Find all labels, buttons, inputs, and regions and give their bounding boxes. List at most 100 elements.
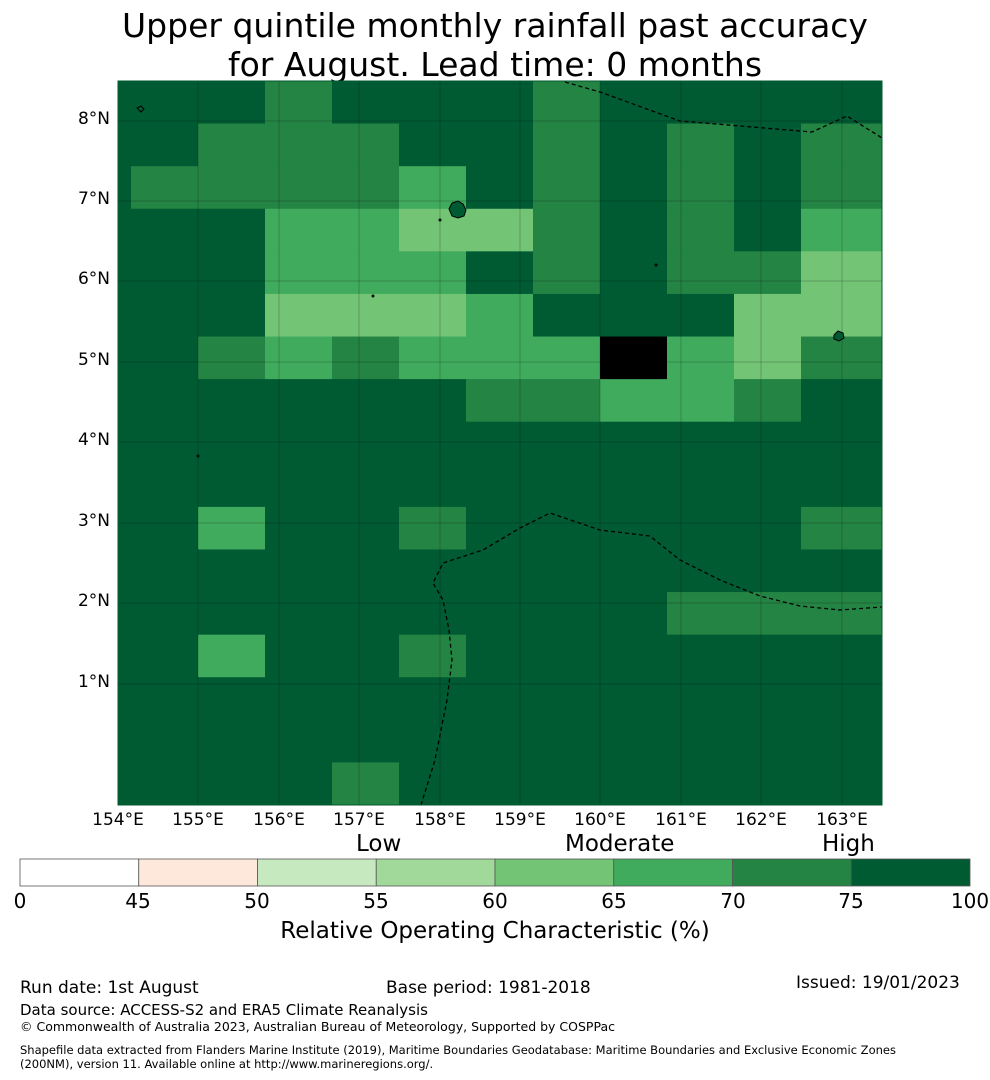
map-grid-cell	[801, 251, 883, 295]
colorbar-tick-0: 0	[13, 889, 27, 913]
map-grid-cell	[667, 81, 735, 125]
island-dot-3	[654, 263, 658, 267]
eez-boundary-south-west	[420, 512, 883, 806]
map-grid-cell	[118, 251, 132, 295]
map-grid-cell	[198, 166, 266, 210]
map-grid-cell	[118, 549, 132, 593]
map-grid-cell	[332, 208, 400, 252]
map-grid-cell	[265, 123, 333, 167]
map-grid-cell	[198, 421, 266, 465]
lon-label-155e: 155°E	[172, 810, 224, 830]
map-grid-cell	[734, 251, 802, 295]
map-grid-cell	[533, 81, 601, 125]
shapefile-credit-line-2: (200NM), version 11. Available online at…	[20, 1057, 434, 1071]
map-grid-cell	[265, 634, 333, 678]
colorbar-segment	[138, 858, 258, 887]
map-grid-cell	[801, 379, 883, 423]
map-grid-cell	[118, 421, 132, 465]
map-grid-cell	[466, 464, 534, 508]
legend-category-moderate: Moderate	[565, 831, 675, 857]
map-grid-cell	[533, 123, 601, 167]
colorbar	[19, 858, 971, 887]
map-grid-cell	[399, 549, 467, 593]
map-grid-cell	[118, 81, 132, 125]
map-grid-cell	[667, 123, 735, 167]
map-grid-cell	[399, 251, 467, 295]
map-grid-cell	[734, 762, 802, 806]
colorbar-segments	[19, 858, 971, 887]
map-grid-cell	[801, 549, 883, 593]
map-grid-cell	[131, 336, 199, 380]
map-grid-cell	[533, 762, 601, 806]
map-grid-cell	[131, 677, 199, 721]
map-grid-cell	[667, 421, 735, 465]
map-grid-cell	[131, 208, 199, 252]
colorbar-tick-100: 100	[950, 889, 990, 913]
map-grid-cell	[667, 166, 735, 210]
map-grid-cell	[265, 592, 333, 636]
colorbar-segment	[375, 858, 496, 887]
colorbar-tick-55: 55	[363, 889, 389, 913]
map-grid-cell	[118, 379, 132, 423]
map-grid-cell	[332, 336, 400, 380]
map-grid-cell	[533, 506, 601, 550]
map-title-line-1: Upper quintile monthly rainfall past acc…	[122, 6, 868, 45]
map-grid-cell	[399, 336, 467, 380]
map-grid-cell	[265, 251, 333, 295]
run-date: Run date: 1st August	[20, 978, 199, 998]
map-grid-cell	[667, 379, 735, 423]
data-source: Data source: ACCESS-S2 and ERA5 Climate …	[20, 1001, 428, 1019]
map-grid-cell	[118, 677, 132, 721]
map-grid-cell	[734, 336, 802, 380]
map-grid-cell	[198, 208, 266, 252]
lon-label-160e: 160°E	[574, 810, 626, 830]
map-grid-cell	[118, 208, 132, 252]
map-grid-cell	[533, 251, 601, 295]
lat-label-2n: 2°N	[77, 591, 110, 611]
islands	[136, 105, 845, 458]
map-grid-cell	[533, 421, 601, 465]
map-title: Upper quintile monthly rainfall past acc…	[0, 6, 990, 84]
map-grid-cell	[734, 677, 802, 721]
map-grid-cell	[265, 336, 333, 380]
lon-label-161e: 161°E	[655, 810, 707, 830]
map-grid-cell	[667, 464, 735, 508]
map-grid-cell	[801, 208, 883, 252]
map-grid-cell	[332, 719, 400, 763]
map-grid-cell	[801, 719, 883, 763]
map-grid-cell	[118, 634, 132, 678]
map-grid-cell	[399, 379, 467, 423]
colorbar-tick-50: 50	[244, 889, 270, 913]
map-grid-cell	[265, 762, 333, 806]
map-grid-cell	[399, 762, 467, 806]
map-grid-cell	[734, 208, 802, 252]
colorbar-tick-70: 70	[720, 889, 746, 913]
lat-label-1n: 1°N	[77, 672, 110, 692]
map-grid-cell	[399, 592, 467, 636]
map-grid-cell	[801, 677, 883, 721]
map-grid-cell	[734, 506, 802, 550]
map-grid-cell	[801, 166, 883, 210]
map-grid-cell	[600, 506, 668, 550]
colorbar-label: Relative Operating Characteristic (%)	[280, 918, 710, 944]
colorbar-segment	[19, 858, 140, 887]
map-grid-cell	[466, 336, 534, 380]
map-grid-cell	[466, 166, 534, 210]
map-grid-cell	[667, 208, 735, 252]
lon-label-157e: 157°E	[333, 810, 385, 830]
map-grid-cell	[131, 592, 199, 636]
map-gridlines	[118, 81, 882, 805]
copyright-notice: © Commonwealth of Australia 2023, Austra…	[20, 1019, 615, 1034]
map-grid-cell	[118, 464, 132, 508]
map-frame	[117, 80, 883, 806]
map-grid-cell	[332, 81, 400, 125]
map-grid-cell	[399, 293, 467, 338]
map-grid-cell	[600, 336, 668, 380]
island-pohnpei	[448, 200, 467, 219]
colorbar-tick-45: 45	[125, 889, 151, 913]
map-grid-cell	[399, 421, 467, 465]
map-grid-cell	[466, 506, 534, 550]
map-grid-cell	[198, 251, 266, 295]
map-grid-cell	[198, 719, 266, 763]
map-grid-cell	[600, 634, 668, 678]
